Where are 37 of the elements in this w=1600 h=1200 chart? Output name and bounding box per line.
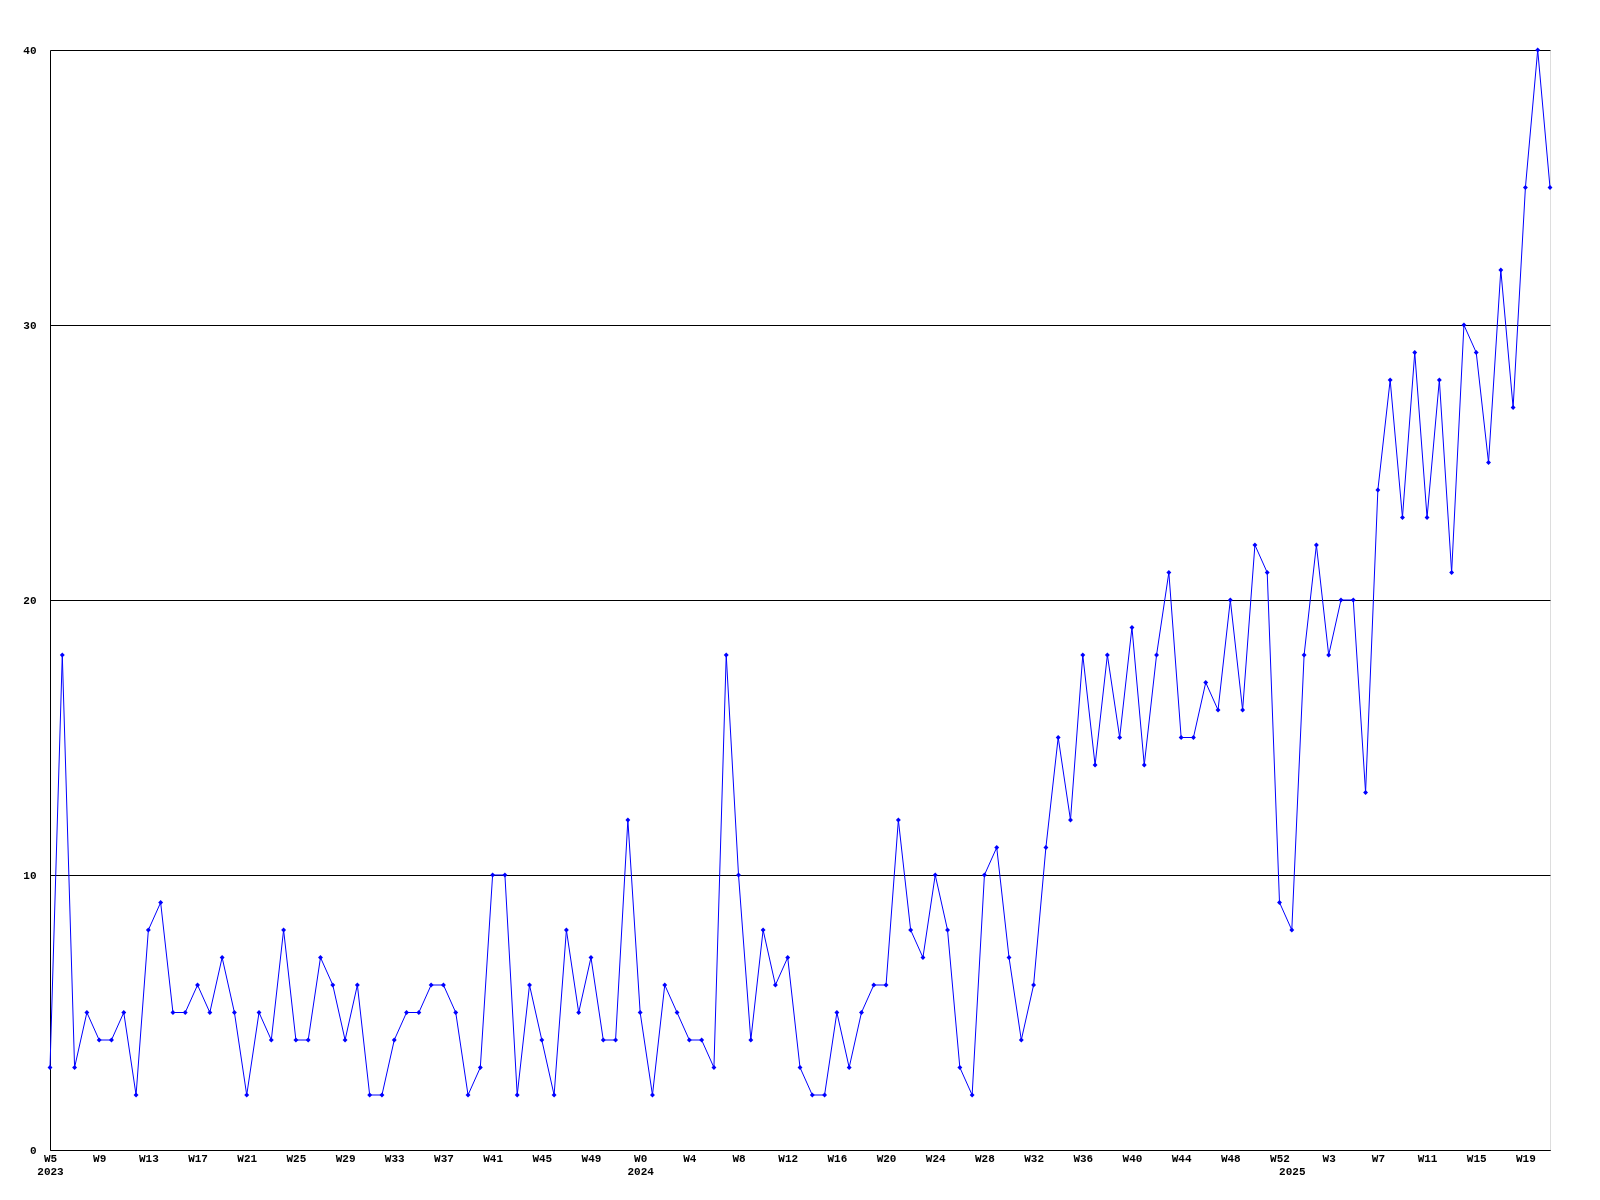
x-tick-label: W4	[683, 1152, 697, 1165]
x-tick-label: W17	[188, 1152, 208, 1165]
x-tick-label: W48	[1220, 1152, 1242, 1165]
x-tick-label: W33	[384, 1152, 406, 1165]
x-tick-label: W28	[975, 1152, 996, 1165]
x-tick-label: W19	[1516, 1152, 1536, 1165]
x-tick-label: W36	[1073, 1152, 1094, 1165]
x-tick-label: W45	[532, 1152, 553, 1165]
y-tick-label: 10	[23, 869, 37, 882]
x-tick-label: W15	[1466, 1152, 1488, 1165]
x-tick-label: W7	[1371, 1152, 1385, 1165]
x-tick-label: W16	[827, 1152, 848, 1165]
x-tick-label: W29	[335, 1152, 356, 1165]
x-tick-label: W40	[1122, 1152, 1143, 1165]
x-tick-label: W37	[434, 1152, 454, 1165]
x-tick-label: W0 2024	[627, 1152, 655, 1178]
y-tick-label: 20	[23, 594, 37, 607]
x-tick-label: W11	[1417, 1152, 1438, 1165]
x-tick-label: W21	[237, 1152, 258, 1165]
x-tick-label: W49	[581, 1152, 602, 1165]
x-tick-label: W13	[138, 1152, 160, 1165]
y-tick-label: 30	[23, 319, 37, 332]
x-tick-label: 2025	[1279, 1165, 1306, 1178]
x-tick-label: W12	[778, 1152, 799, 1165]
x-tick-label: W3	[1322, 1152, 1337, 1165]
x-tick-label: W24	[925, 1152, 947, 1165]
x-tick-label: W44	[1171, 1152, 1192, 1165]
x-tick-label: W52	[1270, 1152, 1290, 1165]
y-tick-label: 0	[29, 1144, 37, 1157]
x-tick-label: W5 2023	[37, 1152, 65, 1178]
x-tick-label: W41	[483, 1152, 504, 1165]
x-tick-label: W32	[1024, 1152, 1045, 1165]
x-tick-label: W20	[876, 1152, 897, 1165]
x-tick-label: W9	[93, 1152, 107, 1165]
x-tick-label: W8	[732, 1152, 747, 1165]
y-tick-label: 40	[23, 44, 37, 57]
x-tick-label: W25	[286, 1152, 307, 1165]
